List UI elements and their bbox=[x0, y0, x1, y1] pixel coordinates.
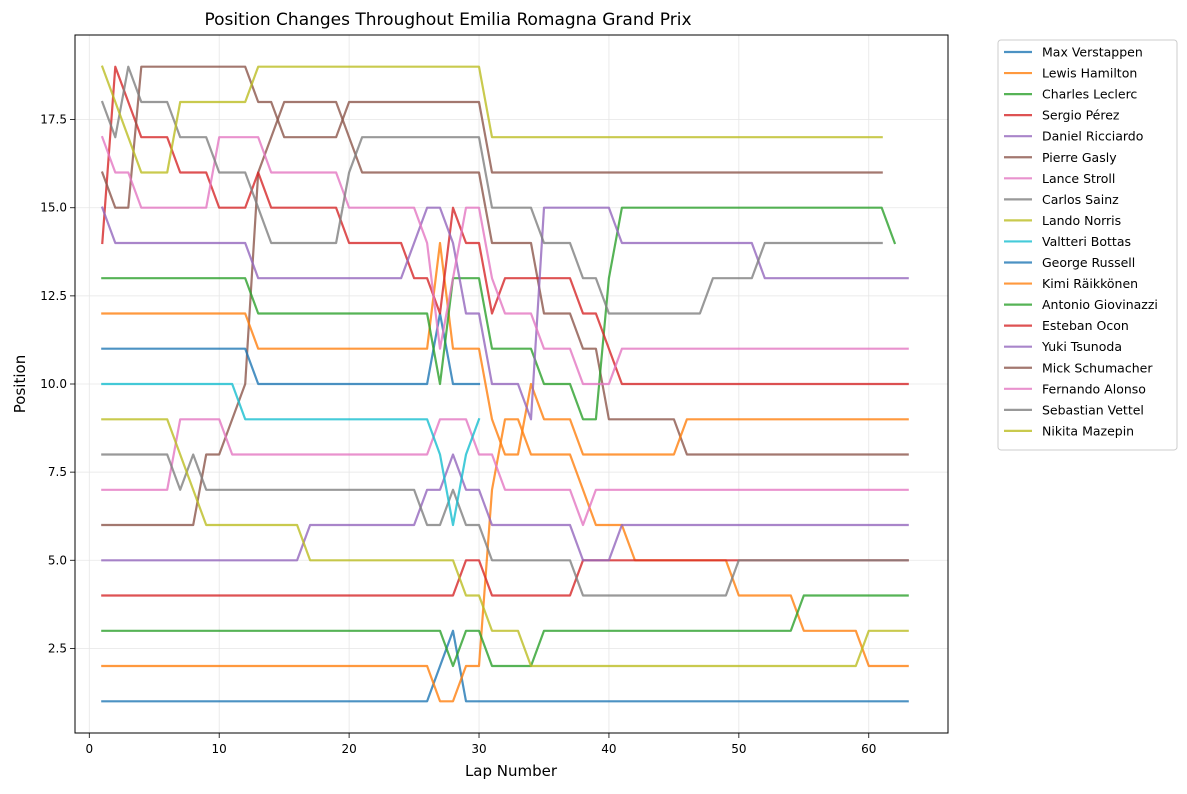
series-line bbox=[101, 453, 909, 597]
legend-label: Lando Norris bbox=[1042, 213, 1121, 228]
series-line bbox=[101, 418, 909, 668]
legend-label: Carlos Sainz bbox=[1042, 192, 1119, 207]
series-line bbox=[101, 594, 909, 668]
x-tick-label: 10 bbox=[212, 742, 227, 756]
legend-label: Charles Leclerc bbox=[1042, 87, 1137, 102]
legend-label: Max Verstappen bbox=[1042, 45, 1143, 60]
legend-frame bbox=[997, 39, 1178, 451]
legend-label: Yuki Tsunoda bbox=[1041, 339, 1122, 354]
series-line bbox=[101, 241, 909, 456]
y-tick-label: 17.5 bbox=[40, 113, 67, 127]
y-axis-ticks: 2.5 5.0 7.5 10.0 12.5 15.0 17.5 bbox=[40, 113, 75, 655]
legend-label: Lewis Hamilton bbox=[1042, 66, 1137, 81]
series-line bbox=[101, 382, 481, 527]
y-tick-label: 10.0 bbox=[40, 377, 67, 391]
legend: Max Verstappen Lewis Hamilton Charles Lecl… bbox=[997, 39, 1178, 451]
x-tick-label: 50 bbox=[731, 742, 746, 756]
legend-label: Sergio Pérez bbox=[1042, 108, 1120, 123]
legend-label: Esteban Ocon bbox=[1042, 318, 1129, 333]
x-tick-label: 20 bbox=[341, 742, 356, 756]
x-axis-label: Lap Number bbox=[465, 762, 558, 780]
series-line bbox=[101, 559, 909, 597]
series-line bbox=[101, 418, 909, 527]
series-line bbox=[100, 135, 909, 386]
legend-label: Pierre Gasly bbox=[1042, 150, 1117, 165]
legend-label: Daniel Ricciardo bbox=[1042, 129, 1143, 144]
y-tick-label: 5.0 bbox=[48, 553, 67, 567]
series-line bbox=[101, 418, 909, 703]
series-line bbox=[100, 65, 883, 315]
legend-label: Mick Schumacher bbox=[1042, 360, 1153, 375]
series-line bbox=[100, 206, 909, 421]
y-tick-label: 12.5 bbox=[40, 289, 67, 303]
legend-label: George Russell bbox=[1042, 255, 1135, 270]
y-tick-label: 7.5 bbox=[48, 465, 67, 479]
x-tick-label: 0 bbox=[85, 742, 93, 756]
series-line bbox=[101, 312, 481, 386]
series-line bbox=[100, 65, 883, 209]
series-line bbox=[101, 206, 897, 421]
legend-label: Fernando Alonso bbox=[1042, 381, 1146, 396]
y-tick-label: 2.5 bbox=[48, 641, 67, 655]
x-tick-label: 40 bbox=[601, 742, 616, 756]
y-tick-label: 15.0 bbox=[40, 201, 67, 215]
series-line bbox=[100, 65, 883, 174]
x-tick-label: 30 bbox=[471, 742, 486, 756]
legend-label: Nikita Mazepin bbox=[1042, 423, 1134, 438]
series-line bbox=[101, 453, 909, 562]
legend-label: Lance Stroll bbox=[1042, 171, 1115, 186]
x-tick-label: 60 bbox=[861, 742, 876, 756]
legend-label: Antonio Giovinazzi bbox=[1042, 297, 1158, 312]
x-axis-ticks: 0 10 20 30 40 50 60 bbox=[85, 733, 876, 756]
series-line bbox=[101, 629, 909, 703]
y-axis-label: Position bbox=[11, 355, 29, 413]
series-lines bbox=[100, 65, 909, 703]
chart-title: Position Changes Throughout Emilia Romag… bbox=[204, 10, 691, 30]
legend-label: Valtteri Bottas bbox=[1042, 234, 1131, 249]
legend-label: Kimi Räikkönen bbox=[1042, 276, 1138, 291]
legend-label: Sebastian Vettel bbox=[1042, 402, 1144, 417]
series-line bbox=[101, 65, 909, 386]
